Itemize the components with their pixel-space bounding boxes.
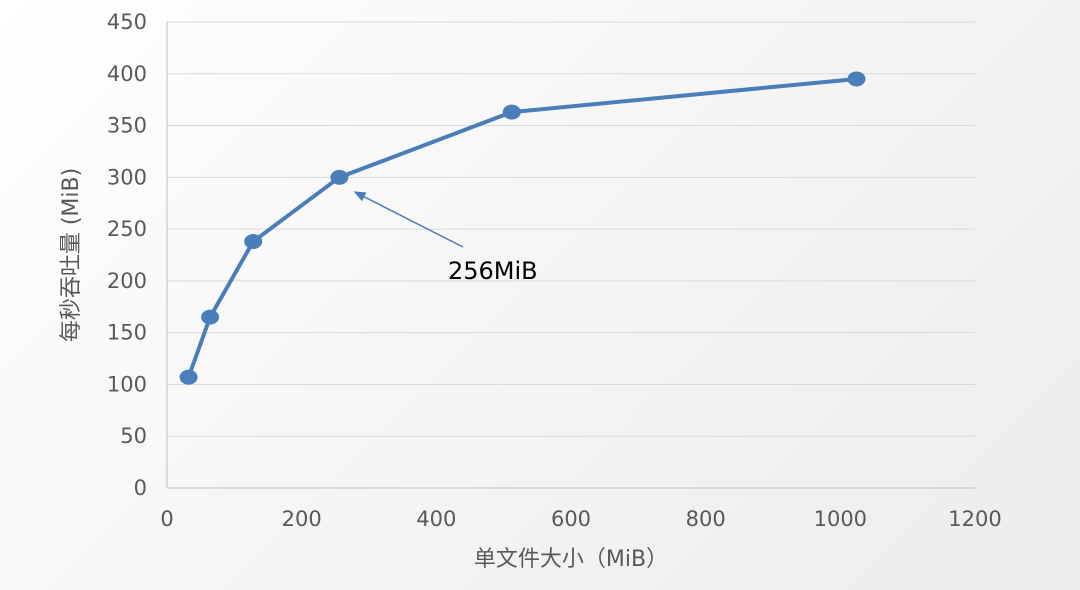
y-tick-label: 0 [134,476,147,500]
x-tick-label: 200 [282,507,322,531]
data-point [244,234,263,250]
annotation-label: 256MiB [448,257,538,285]
x-axis-title: 单文件大小（MiB） [474,547,668,572]
data-point [502,104,521,120]
y-tick-label: 100 [107,372,147,396]
axes [166,22,975,489]
gridlines [167,21,975,437]
series-line [186,76,857,378]
y-tick-label: 400 [107,62,147,86]
x-tick-label: 1200 [948,507,1001,531]
x-tick-label: 800 [686,507,726,531]
y-tick-label: 350 [107,114,147,138]
x-tick-label: 400 [416,507,456,531]
data-series [179,71,866,385]
y-tick-label: 450 [107,10,147,34]
x-tick-label: 1000 [814,507,867,531]
y-tick-label: 50 [120,424,147,448]
annotations: 256MiB [353,191,538,285]
y-tick-label: 150 [107,321,147,345]
x-tick-labels: 0 200 400 600 800 1000 1200 [160,507,1001,531]
y-tick-label: 200 [107,269,147,293]
data-point [847,71,866,87]
y-tick-label: 300 [107,165,147,189]
annotation-arrow [353,191,464,248]
x-tick-label: 0 [160,507,173,531]
data-point [179,369,198,385]
data-point [201,309,220,325]
y-axis-title: 每秒吞吐量 (MiB) [59,168,84,342]
x-tick-label: 600 [551,507,591,531]
data-point [330,169,349,185]
y-tick-labels: 0 50 100 150 200 250 300 350 400 450 [107,10,147,500]
y-tick-label: 250 [107,217,147,241]
